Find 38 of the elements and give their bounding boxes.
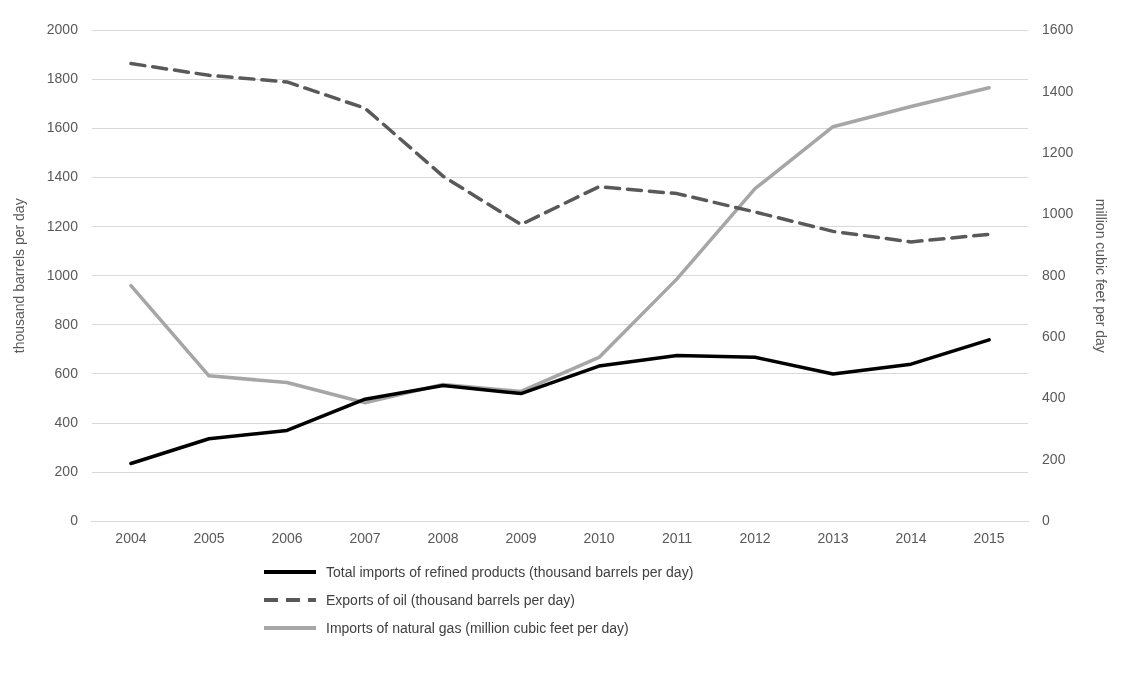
y2-tick-label: 600 [1042,328,1066,345]
y-tick-label: 1200 [46,217,79,234]
x-tick-label: 2009 [505,530,537,547]
y-tick-label: 1600 [46,119,79,136]
y2-tick-label: 1000 [1042,205,1074,222]
line-series [129,61,991,244]
x-tick-label: 2012 [739,530,771,547]
y2-tick-label: 400 [1042,389,1066,406]
y2-tick-label: 200 [1042,450,1066,467]
y2-tick-label: 1400 [1042,82,1074,99]
y-tick-label: 1000 [46,266,79,283]
y-tick-label: 400 [54,413,79,430]
y2-tick-label: 1600 [1042,21,1074,38]
x-tick-label: 2008 [427,530,459,547]
y-tick-label: 2000 [46,21,79,38]
y-tick-label: 800 [54,315,79,332]
x-tick-label: 2006 [271,530,303,547]
x-tick-label: 2004 [115,530,147,547]
legend-label: Total imports of refined products (thousand barrels per day) [326,564,694,580]
y-tick-label: 0 [70,512,79,529]
y2-axis-title: million cubic feet per day [1092,198,1109,353]
x-tick-label: 2015 [973,530,1005,547]
y-tick-label: 1400 [46,168,79,185]
y-tick-label: 1800 [46,70,79,87]
legend-label: Imports of natural gas (million cubic feet per day) [326,620,629,636]
legend-label: Exports of oil (thousand barrels per day) [326,592,576,608]
x-tick-label: 2014 [895,530,927,547]
y2-tick-label: 0 [1042,512,1051,529]
y-tick-label: 200 [54,462,79,479]
x-tick-label: 2011 [661,530,693,547]
y2-tick-label: 1200 [1042,143,1074,160]
x-tick-label: 2007 [349,530,381,547]
y2-tick-label: 800 [1042,266,1066,283]
x-tick-label: 2005 [193,530,225,547]
x-tick-label: 2010 [583,530,615,547]
y-axis-title: thousand barrels per day [11,198,28,354]
y-tick-label: 600 [54,364,79,381]
x-tick-label: 2013 [817,530,849,547]
